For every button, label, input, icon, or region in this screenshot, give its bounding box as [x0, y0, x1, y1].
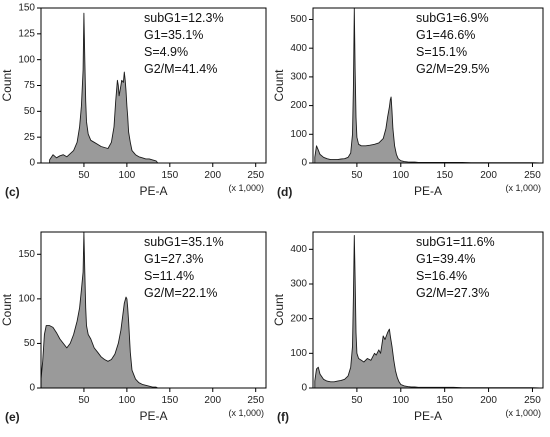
y-tick-label: 25: [24, 132, 36, 143]
y-tick-label: 400: [290, 244, 307, 255]
panel-label: (c): [5, 185, 20, 199]
x-tick-label: 100: [119, 395, 136, 406]
y-axis-label: Count: [272, 69, 286, 102]
x-tick-label: 100: [392, 170, 409, 181]
y-tick-label: 50: [24, 338, 36, 349]
phase-annotation: G1=35.1%: [144, 28, 203, 42]
x-tick-label: 50: [78, 395, 90, 406]
y-tick-label: 0: [301, 383, 307, 394]
panel-d: 0 100 200 300 400 500 50 100 150 200 250 Count PE-A (…: [272, 7, 544, 199]
y-tick-label: 0: [29, 383, 35, 394]
phase-annotation: G2/M=29.5%: [416, 62, 489, 76]
x-tick-label: 200: [480, 170, 497, 181]
x-tick-label: 150: [161, 170, 178, 181]
phase-annotation: S=15.1%: [416, 45, 467, 59]
x-tick-label: 250: [247, 395, 264, 406]
phase-annotation: G2/M=41.4%: [144, 62, 217, 76]
panel-label: (f): [277, 410, 289, 424]
x-tick-label: 50: [351, 170, 363, 181]
x-tick-label: 50: [351, 395, 363, 406]
x-axis-label: PE-A: [414, 409, 442, 423]
x-multiplier-note: (x 1,000): [505, 408, 541, 418]
y-tick-label: 0: [301, 158, 307, 169]
plot-frame: [40, 231, 267, 389]
x-axis-label: PE-A: [139, 409, 167, 423]
x-axis-label: PE-A: [414, 184, 442, 198]
x-tick-label: 200: [204, 170, 221, 181]
y-tick-label: 300: [290, 72, 307, 83]
phase-annotation: subG1=6.9%: [416, 11, 489, 25]
y-tick-label: 200: [290, 313, 307, 324]
y-tick-label: 125: [18, 28, 35, 39]
x-tick-label: 100: [119, 170, 136, 181]
panel-label: (e): [5, 410, 20, 424]
panel-e: 0 50 100 150 50 100 150 200 250 Count PE-A (x 1,000…: [0, 231, 267, 424]
x-tick-label: 150: [436, 395, 453, 406]
y-tick-label: 100: [18, 54, 35, 65]
y-tick-label: 100: [18, 293, 35, 304]
y-tick-label: 500: [290, 14, 307, 25]
y-tick-label: 150: [18, 3, 35, 14]
plot-frame: [312, 231, 544, 389]
x-tick-label: 200: [204, 395, 221, 406]
phase-annotation: subG1=11.6%: [416, 235, 495, 249]
x-tick-label: 250: [247, 170, 264, 181]
phase-annotation: G2/M=22.1%: [144, 286, 217, 300]
x-tick-label: 250: [524, 395, 541, 406]
histogram-area: [40, 231, 159, 389]
x-multiplier-note: (x 1,000): [228, 408, 264, 418]
phase-annotation: subG1=35.1%: [144, 235, 224, 249]
phase-annotation: G2/M=27.3%: [416, 286, 489, 300]
y-tick-label: 150: [18, 249, 35, 260]
y-axis-label: Count: [0, 69, 14, 102]
panel-label: (d): [277, 185, 292, 199]
y-tick-label: 0: [29, 158, 35, 169]
x-multiplier-note: (x 1,000): [505, 183, 541, 193]
panel-f: 0 100 200 300 400 50 100 150 200 250 Count PE-A (x 1…: [272, 231, 544, 424]
y-tick-label: 100: [290, 348, 307, 359]
y-tick-label: 75: [24, 80, 36, 91]
x-tick-label: 200: [480, 395, 497, 406]
phase-annotation: G1=39.4%: [416, 252, 475, 266]
y-axis-label: Count: [0, 293, 14, 326]
x-tick-label: 150: [161, 395, 178, 406]
y-tick-label: 50: [24, 106, 36, 117]
plot-frame: [312, 7, 544, 164]
phase-annotation: S=4.9%: [144, 45, 188, 59]
x-tick-label: 250: [524, 170, 541, 181]
y-axis-label: Count: [272, 293, 286, 326]
panel-c: 0 25 50 75 100 125 150 50 100 150 200 250 Count PE-A (…: [0, 3, 267, 199]
histogram-panels: 0 25 50 75 100 125 150 50 100 150 200 250 Count PE-A (…: [0, 3, 544, 424]
phase-annotation: S=11.4%: [144, 269, 194, 283]
phase-annotation: G1=27.3%: [144, 252, 203, 266]
phase-annotation: subG1=12.3%: [144, 11, 224, 25]
y-tick-label: 200: [290, 100, 307, 111]
phase-annotation: S=16.4%: [416, 269, 467, 283]
y-tick-label: 400: [290, 43, 307, 54]
x-tick-label: 100: [392, 395, 409, 406]
y-tick-label: 300: [290, 279, 307, 290]
x-tick-label: 150: [436, 170, 453, 181]
y-tick-label: 100: [290, 129, 307, 140]
x-multiplier-note: (x 1,000): [228, 183, 264, 193]
histogram-area: [49, 12, 159, 164]
x-axis-label: PE-A: [139, 184, 167, 198]
x-tick-label: 50: [78, 170, 90, 181]
phase-annotation: G1=46.6%: [416, 28, 475, 42]
